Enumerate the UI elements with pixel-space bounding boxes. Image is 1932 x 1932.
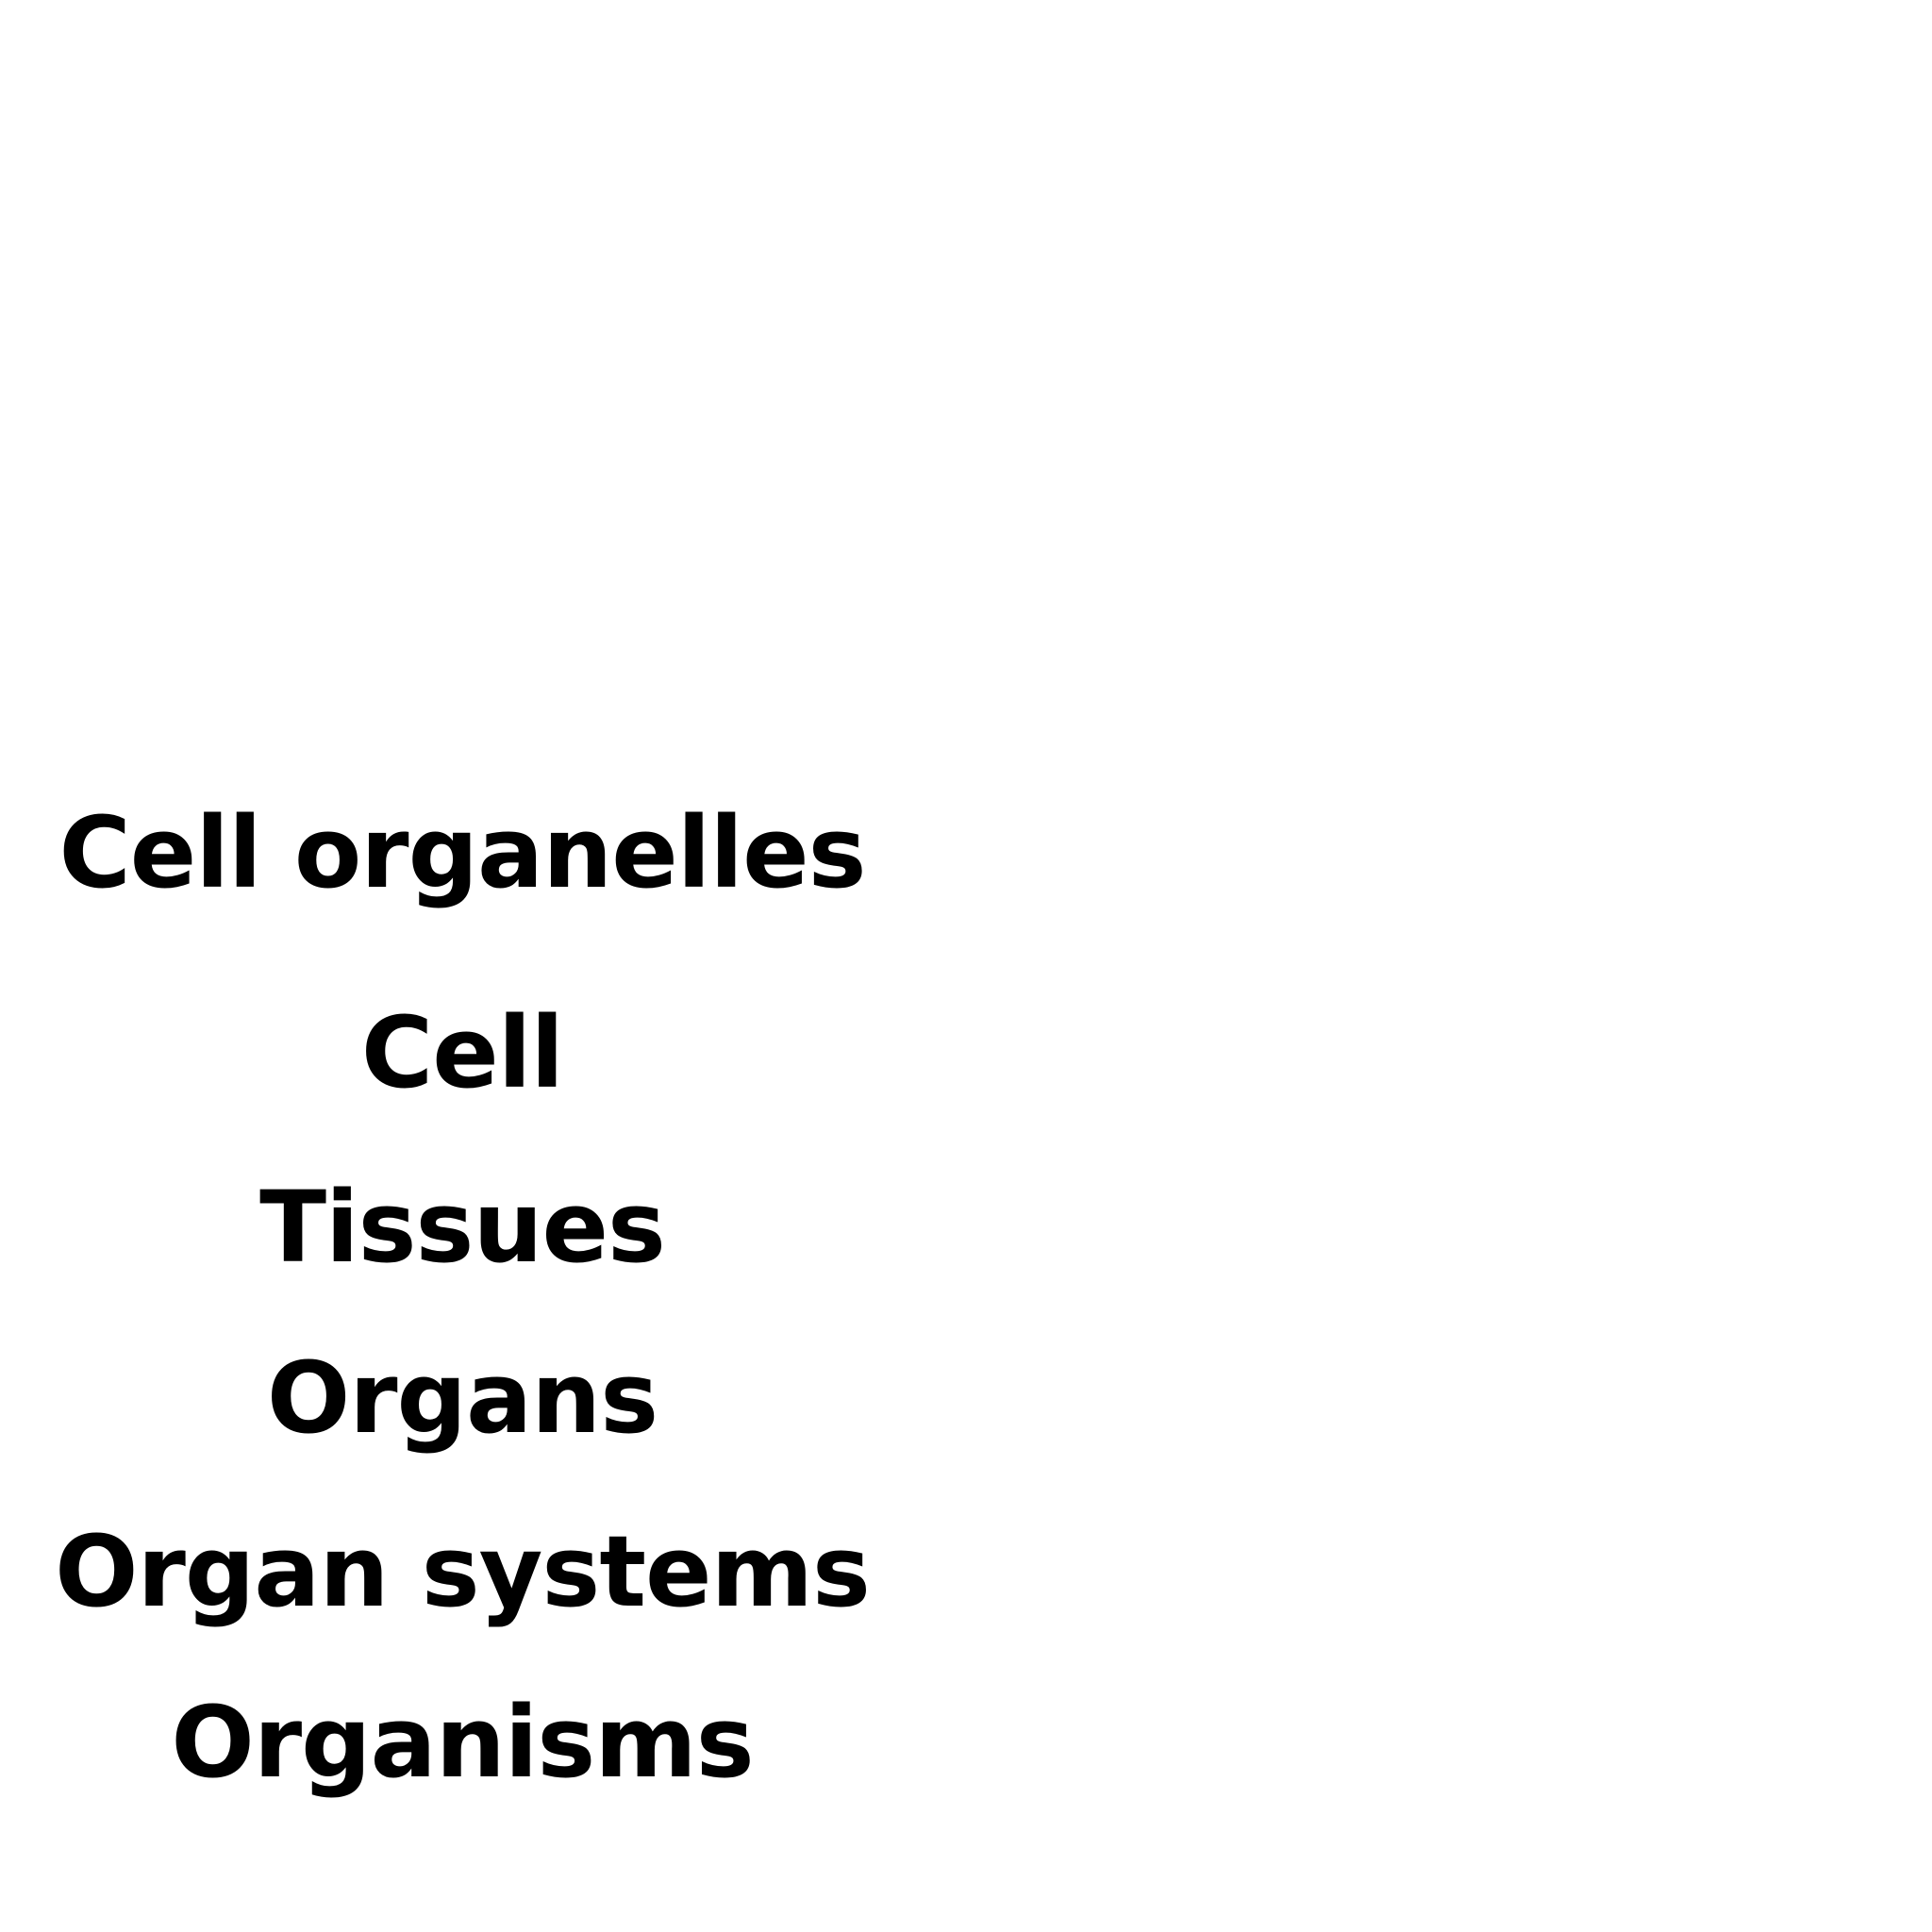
- level-organisms: Organisms: [171, 1685, 754, 1800]
- level-cell-organelles: Cell organelles: [58, 795, 866, 910]
- level-tissues: Tissues: [259, 1170, 666, 1285]
- level-organ-systems: Organ systems: [55, 1514, 871, 1629]
- level-organs: Organs: [266, 1341, 658, 1456]
- level-cell: Cell: [360, 995, 564, 1110]
